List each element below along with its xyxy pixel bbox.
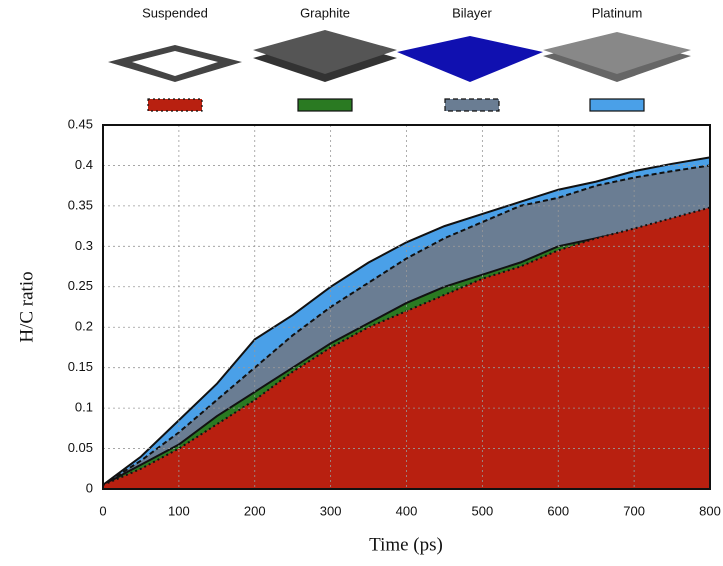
area-line — [102, 156, 711, 486]
sheet-graphite-layer — [253, 30, 397, 74]
legend-swatch — [147, 98, 203, 112]
plot-frame — [102, 124, 711, 490]
sheet-hole — [132, 51, 218, 76]
legend-label: Bilayer — [452, 5, 492, 20]
legend-label: Graphite — [300, 5, 350, 20]
x-axis-label: Time (ps) — [369, 534, 443, 555]
y-tick-label: 0 — [86, 480, 93, 495]
area — [103, 207, 710, 490]
area-line — [102, 164, 711, 486]
x-tick-label: 300 — [320, 503, 342, 518]
legend-swatch — [297, 98, 353, 112]
y-tick-label: 0.4 — [75, 157, 93, 172]
legend-swatch — [444, 98, 500, 112]
sheet-bilayer — [397, 36, 543, 82]
x-tick-label: 500 — [472, 503, 494, 518]
sheet-platinum-layer — [543, 32, 691, 74]
sheet-icons — [108, 30, 691, 82]
y-tick-label: 0.1 — [75, 400, 93, 415]
x-tick-label: 700 — [623, 503, 645, 518]
y-tick-label: 0.2 — [75, 319, 93, 334]
x-tick-label: 200 — [244, 503, 266, 518]
y-tick-label: 0.35 — [68, 197, 93, 212]
x-tick-label: 400 — [396, 503, 418, 518]
x-tick-label: 100 — [168, 503, 190, 518]
legend-label: Platinum — [592, 5, 643, 20]
y-tick-label: 0.05 — [68, 440, 93, 455]
legend-swatch — [589, 98, 645, 112]
legend-label: Suspended — [142, 5, 208, 20]
y-tick-label: 0.45 — [68, 116, 93, 131]
x-tick-label: 800 — [699, 503, 721, 518]
y-tick-label: 0.3 — [75, 238, 93, 253]
x-tick-label: 0 — [99, 503, 106, 518]
y-tick-label: 0.25 — [68, 278, 93, 293]
y-tick-label: 0.15 — [68, 359, 93, 374]
y-axis-label: H/C ratio — [16, 271, 37, 342]
x-tick-label: 600 — [547, 503, 569, 518]
